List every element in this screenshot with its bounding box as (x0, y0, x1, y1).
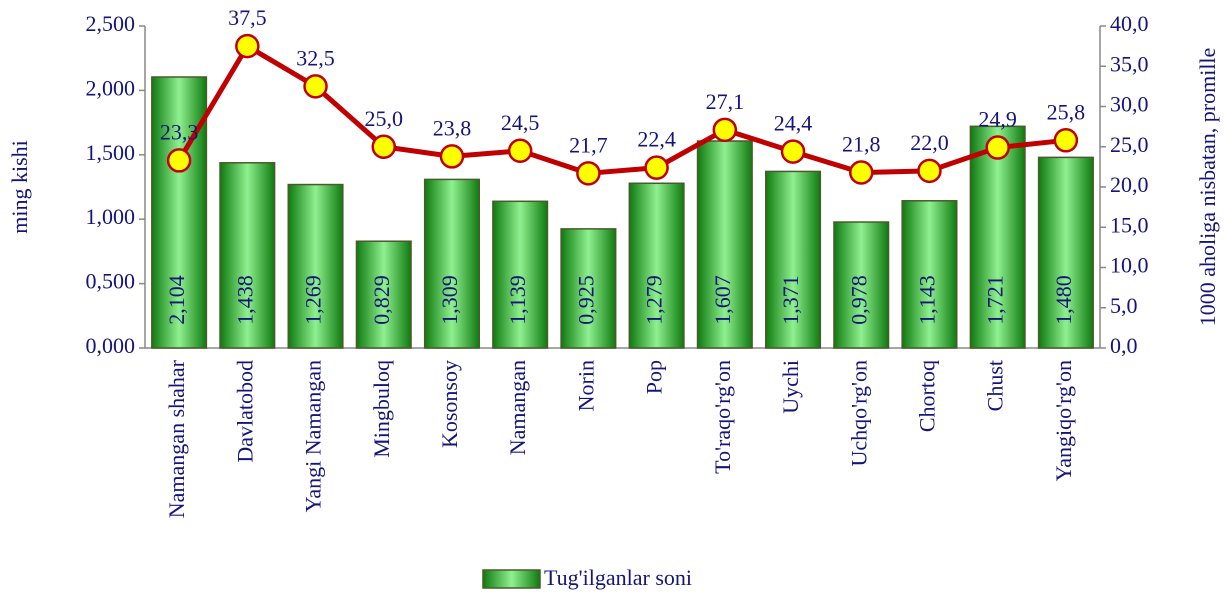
bar (355, 240, 412, 349)
bar (969, 125, 1026, 349)
y-tick-label: 2,500 (86, 11, 136, 36)
x-tick-label: Yangi Namangan (301, 360, 326, 512)
line-value-label: 32,5 (296, 45, 335, 70)
bar-value-label: 1,721 (983, 275, 1008, 325)
y-axis-title: ming kishi (7, 140, 32, 234)
bar (901, 200, 958, 349)
x-tick-label: Namangan (505, 360, 530, 455)
bar-value-label: 1,269 (301, 275, 326, 325)
x-tick-label: Kosonsoy (437, 360, 462, 448)
legend-swatch (482, 569, 541, 589)
line-value-label: 23,3 (160, 119, 199, 144)
bar-value-label: 1,143 (915, 275, 940, 325)
line-marker (985, 135, 1010, 160)
line-marker (576, 161, 601, 186)
x-tick-label: Mingbuloq (369, 360, 394, 458)
line-marker (371, 134, 396, 159)
bar-value-label: 1,480 (1051, 275, 1076, 325)
x-tick-label: Uychi (778, 360, 803, 414)
x-tick-label: Pop (642, 360, 667, 394)
bar-value-label: 0,925 (573, 275, 598, 325)
y-tick-label: 1,000 (86, 204, 136, 229)
bar (765, 170, 822, 349)
bar-value-label: 1,371 (778, 275, 803, 325)
x-tick-label: Namangan shahar (164, 359, 189, 518)
bar (833, 221, 890, 349)
x-tick-label: Yangiqo'rg'on (1051, 360, 1076, 481)
x-tick-label: Davlatobod (232, 360, 257, 463)
line-value-label: 22,4 (637, 127, 676, 152)
line-value-label: 21,8 (842, 132, 881, 157)
bar-value-label: 1,607 (710, 275, 735, 325)
line-marker (1053, 128, 1079, 153)
y-tick-label: 0,500 (86, 269, 136, 294)
y2-tick-label: 10,0 (1110, 253, 1149, 278)
legend-label: Tug'ilganlar soni (544, 565, 692, 590)
y2-tick-label: 35,0 (1110, 51, 1149, 76)
line-value-label: 24,5 (501, 110, 540, 135)
x-tick-label: Chust (983, 360, 1008, 411)
y2-axis-title: 1000 aholiga nisbatan, promille (1195, 48, 1220, 327)
y-tick-label: 1,500 (86, 140, 136, 165)
x-tick-label: Chortoq (915, 360, 940, 432)
line-value-label: 25,8 (1047, 99, 1086, 124)
line-value-label: 24,4 (774, 111, 813, 136)
bar (423, 178, 480, 349)
bar (1037, 156, 1094, 349)
bar (628, 182, 685, 349)
line-marker (507, 138, 533, 164)
y-tick-label: 2,000 (86, 75, 136, 100)
bar-value-label: 1,438 (232, 275, 257, 325)
line-value-label: 37,5 (228, 5, 267, 30)
y2-tick-label: 40,0 (1110, 11, 1149, 36)
line-marker (166, 148, 192, 173)
x-tick-label: To'raqo'rg'on (710, 360, 735, 474)
bar-value-label: 2,104 (164, 275, 189, 325)
y2-tick-label: 0,0 (1110, 333, 1138, 358)
bar (492, 200, 549, 349)
line-marker (712, 117, 738, 143)
y2-tick-label: 25,0 (1110, 132, 1149, 157)
bar-value-label: 1,279 (642, 275, 667, 325)
line-value-label: 22,0 (910, 130, 949, 155)
y2-tick-label: 30,0 (1110, 92, 1149, 117)
line-marker (644, 155, 669, 180)
line-value-label: 23,8 (433, 115, 472, 140)
y2-tick-label: 20,0 (1110, 172, 1149, 197)
x-tick-label: Uchqo'rg'on (846, 360, 871, 467)
line-marker (849, 160, 874, 185)
x-tick-label: Norin (573, 360, 598, 411)
bar (560, 228, 617, 349)
line-value-label: 21,7 (569, 132, 608, 157)
bar (219, 162, 276, 349)
bar-value-label: 1,309 (437, 275, 462, 325)
y2-tick-label: 5,0 (1110, 293, 1138, 318)
bar (151, 76, 208, 349)
bar-value-label: 0,978 (846, 275, 871, 325)
line-value-label: 25,0 (365, 106, 404, 131)
bar (287, 183, 344, 349)
line-marker (439, 144, 465, 169)
y2-tick-label: 15,0 (1110, 212, 1149, 237)
y-tick-label: 0,000 (86, 333, 136, 358)
line-marker (780, 139, 806, 164)
line-value-label: 27,1 (706, 89, 745, 114)
line-marker (303, 74, 328, 99)
line-value-label: 24,9 (978, 107, 1017, 132)
bar-value-label: 0,829 (369, 275, 394, 325)
line-marker (235, 33, 260, 59)
line-marker (917, 158, 942, 184)
bar-value-label: 1,139 (505, 275, 530, 325)
